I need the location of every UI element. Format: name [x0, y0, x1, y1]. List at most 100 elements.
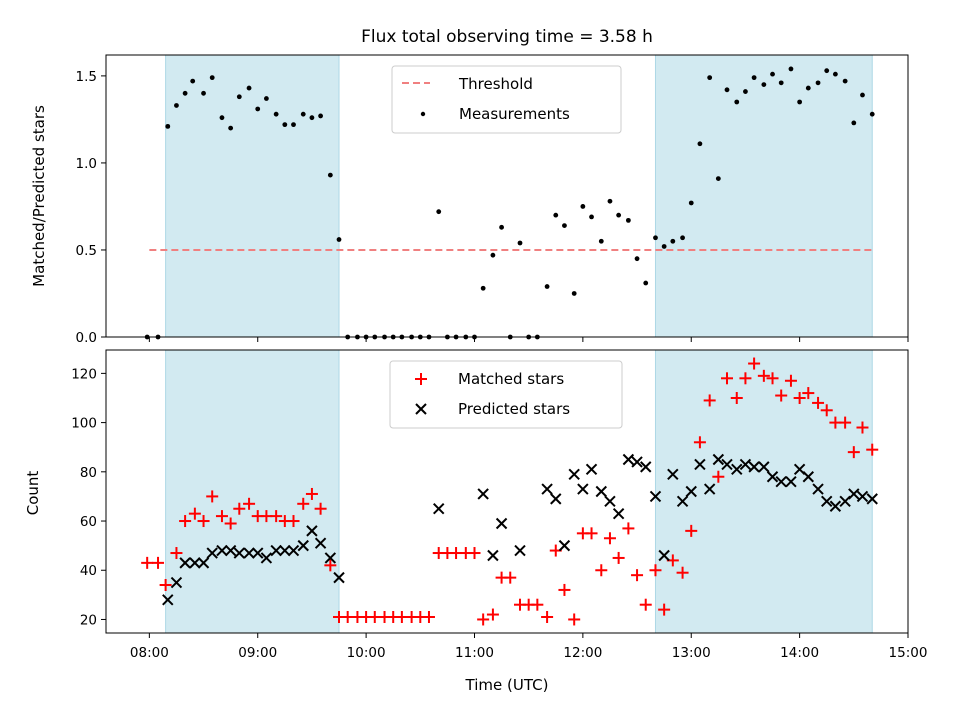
matched-point-61	[693, 436, 706, 449]
measurement-point-15	[282, 122, 288, 128]
measurement-point-48	[580, 204, 586, 209]
predicted-point-55-b	[812, 483, 824, 495]
matched-point-75	[820, 404, 833, 417]
measurement-point-6	[201, 90, 206, 96]
top-ytick-label-1: 0.5	[76, 243, 97, 259]
predicted-point-21	[477, 488, 489, 500]
measurement-point-50	[598, 238, 604, 244]
predicted-point-36-b	[640, 461, 652, 473]
observing-window-top-0	[165, 54, 340, 338]
predicted-point-16-b	[306, 525, 318, 537]
legend-predicted-marker	[415, 403, 427, 415]
predicted-point-15-b	[297, 539, 309, 552]
predicted-point-35	[631, 456, 643, 468]
measurement-points	[144, 66, 875, 340]
matched-point-4	[179, 515, 192, 528]
measurement-point-57	[661, 244, 667, 249]
measurement-point-21	[336, 237, 342, 242]
predicted-point-40-b	[676, 495, 689, 508]
predicted-point-11-b	[260, 552, 273, 564]
predicted-point-11	[260, 552, 273, 564]
matched-point-67	[748, 357, 761, 370]
matched-point-17	[297, 497, 310, 510]
matched-point-78	[847, 446, 860, 459]
matched-point-6	[197, 515, 210, 528]
predicted-point-23	[495, 517, 508, 530]
bottom-ytick-label-0: 20	[80, 612, 97, 628]
predicted-point-8	[233, 547, 246, 559]
legend-measurements-label: Measurements	[459, 105, 570, 123]
matched-point-37	[477, 613, 490, 626]
measurement-point-58	[670, 238, 676, 244]
predicted-point-51-b	[775, 475, 787, 488]
bottom-legend-box	[389, 360, 623, 429]
predicted-point-9-b	[243, 547, 255, 559]
bottom-y-ticks: 20 40 60 80 100 120	[71, 366, 106, 628]
matched-point-31	[422, 611, 435, 624]
xtick-label-6: 14:00	[780, 645, 819, 661]
matched-point-9	[224, 517, 237, 530]
predicted-point-40	[676, 495, 689, 508]
predicted-point-17	[314, 537, 327, 549]
matched-star-markers	[141, 357, 879, 626]
predicted-point-0	[162, 594, 174, 606]
matched-point-73	[802, 387, 815, 400]
measurement-point-3	[174, 103, 179, 108]
predicted-point-41	[685, 485, 697, 498]
predicted-point-60-b	[856, 490, 869, 503]
bottom-ytick-label-1: 40	[80, 563, 97, 579]
predicted-point-39	[667, 468, 679, 480]
predicted-point-41-b	[685, 485, 697, 498]
predicted-point-18	[324, 552, 337, 564]
predicted-point-55	[812, 483, 824, 495]
predicted-point-28-b	[568, 468, 580, 480]
measurement-point-17	[300, 111, 306, 117]
predicted-point-56-b	[821, 495, 833, 508]
measurement-point-65	[734, 99, 740, 105]
measurement-point-8	[219, 115, 225, 121]
matched-point-0	[141, 556, 154, 569]
observing-window-top-1	[654, 54, 873, 338]
legend-threshold-label: Threshold	[458, 75, 533, 93]
measurement-point-77	[842, 78, 848, 84]
matched-point-54	[631, 569, 644, 582]
bottom-y-axis-label: Count	[24, 471, 42, 516]
measurement-point-2	[165, 123, 171, 129]
matched-point-8	[215, 510, 228, 523]
measurement-point-37	[480, 285, 486, 291]
bottom-ytick-label-5: 120	[71, 366, 97, 382]
matched-point-74	[812, 396, 825, 409]
measurement-point-46	[562, 223, 567, 228]
xtick-label-3: 11:00	[455, 645, 494, 661]
predicted-point-31	[595, 485, 607, 498]
bottom-panel: 20 40 60 80 100 120 08:00 09:00 10:00 11:00 12:00…	[24, 349, 927, 694]
bottom-legend: Matched stars Predicted stars	[389, 360, 623, 429]
predicted-point-52	[785, 475, 797, 488]
predicted-point-31-b	[595, 485, 607, 498]
predicted-point-33	[612, 507, 625, 520]
predicted-point-29	[577, 483, 589, 495]
predicted-point-42	[694, 458, 706, 471]
top-axes-frame	[105, 54, 909, 338]
predicted-point-57-b	[829, 500, 842, 512]
predicted-point-57	[829, 500, 842, 512]
predicted-point-49-b	[758, 461, 770, 473]
matched-point-20	[324, 559, 337, 572]
predicted-point-2	[179, 557, 191, 569]
matched-point-47	[568, 613, 581, 626]
top-y-ticks: 0.0 0.5 1.0 1.5	[76, 69, 106, 346]
matched-point-66	[739, 372, 752, 385]
matched-point-40	[504, 571, 517, 584]
predicted-point-53-b	[793, 463, 806, 476]
predicted-point-20	[433, 503, 445, 515]
matched-point-7	[206, 490, 219, 503]
measurement-point-7	[209, 75, 215, 81]
predicted-point-23-b	[495, 517, 508, 530]
predicted-point-33-b	[612, 507, 625, 520]
predicted-point-42-b	[694, 458, 706, 471]
predicted-point-44-b	[712, 453, 725, 466]
predicted-point-28	[568, 468, 580, 480]
predicted-point-34-b	[622, 453, 635, 466]
matched-point-14	[270, 510, 283, 523]
measurement-point-44	[544, 284, 550, 289]
